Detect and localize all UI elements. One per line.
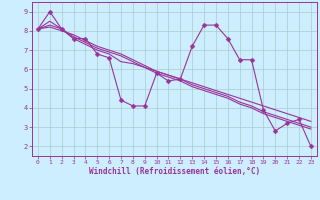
- X-axis label: Windchill (Refroidissement éolien,°C): Windchill (Refroidissement éolien,°C): [89, 167, 260, 176]
